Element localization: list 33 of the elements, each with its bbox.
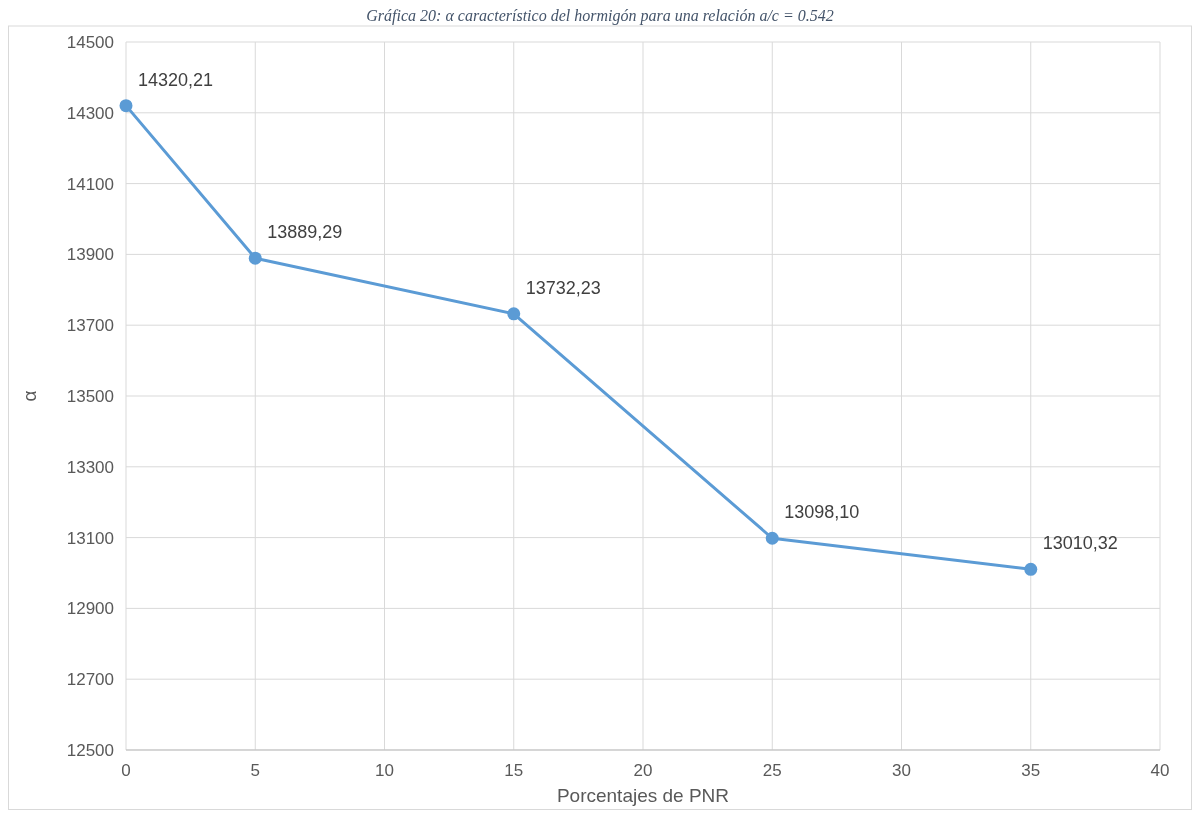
point [765,531,779,545]
x-tick-label: 5 [250,761,260,780]
x-tick-label: 20 [633,761,653,780]
y-tick-label: 12900 [66,599,114,619]
y-tick-label: 13700 [66,316,114,336]
data-label: 13889,29 [267,222,343,243]
data-label: 13010,32 [1042,533,1118,554]
point [248,251,262,265]
data-label: 13098,10 [784,502,860,523]
x-tick-label: 0 [121,761,131,780]
y-tick-label: 12700 [66,670,114,690]
y-tick-label: 14100 [66,174,114,194]
x-tick-label: 30 [892,761,911,780]
x-tick-label: 35 [1021,761,1041,780]
y-tick-label: 12500 [66,741,114,760]
x-tick-label: 15 [504,761,524,780]
x-tick-label: 25 [762,761,782,780]
y-tick-label: 14300 [66,103,114,123]
y-axis-title: α [19,390,40,402]
chart-title: Gráfica 20: α característico del hormigón para una relación a/c = 0.542 [366,7,834,25]
point [507,307,521,321]
x-tick-label: 40 [1150,761,1170,780]
y-tick-label: 13500 [66,387,114,406]
y-tick-label: 13900 [66,245,114,265]
point [119,99,133,113]
x-tick-label: 10 [375,761,394,780]
data-label: 13732,23 [525,277,601,298]
y-tick-label: 13100 [66,528,114,548]
y-tick-label: 14500 [66,33,114,52]
x-axis-title: Porcentajes de PNR [556,785,730,806]
y-tick-label: 13300 [66,457,114,477]
data-label: 14320,21 [138,69,214,90]
point [1024,562,1038,576]
